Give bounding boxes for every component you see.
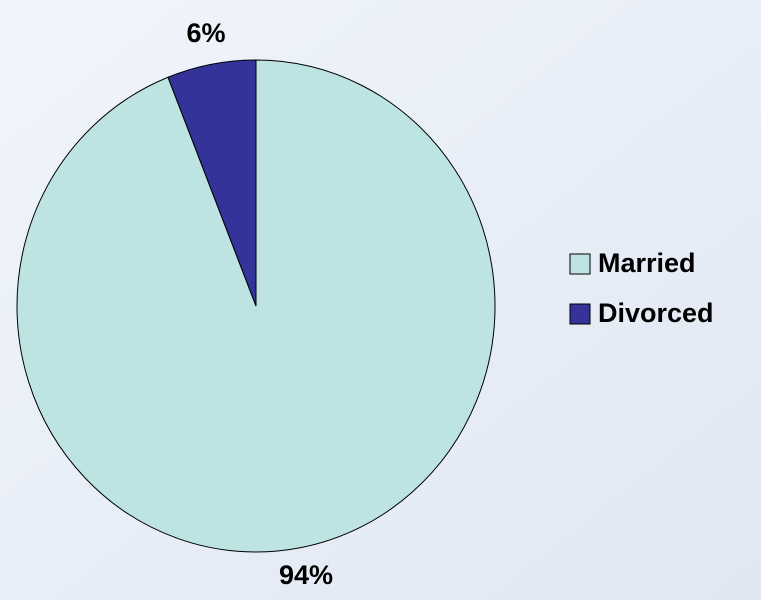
legend-swatch	[569, 303, 591, 325]
data-label: 6%	[186, 18, 225, 48]
data-label: 94%	[279, 560, 333, 590]
pie-slice	[167, 59, 257, 307]
legend-label: Married	[598, 248, 696, 278]
legend-label: Divorced	[598, 298, 714, 328]
legend-swatch	[569, 253, 591, 275]
